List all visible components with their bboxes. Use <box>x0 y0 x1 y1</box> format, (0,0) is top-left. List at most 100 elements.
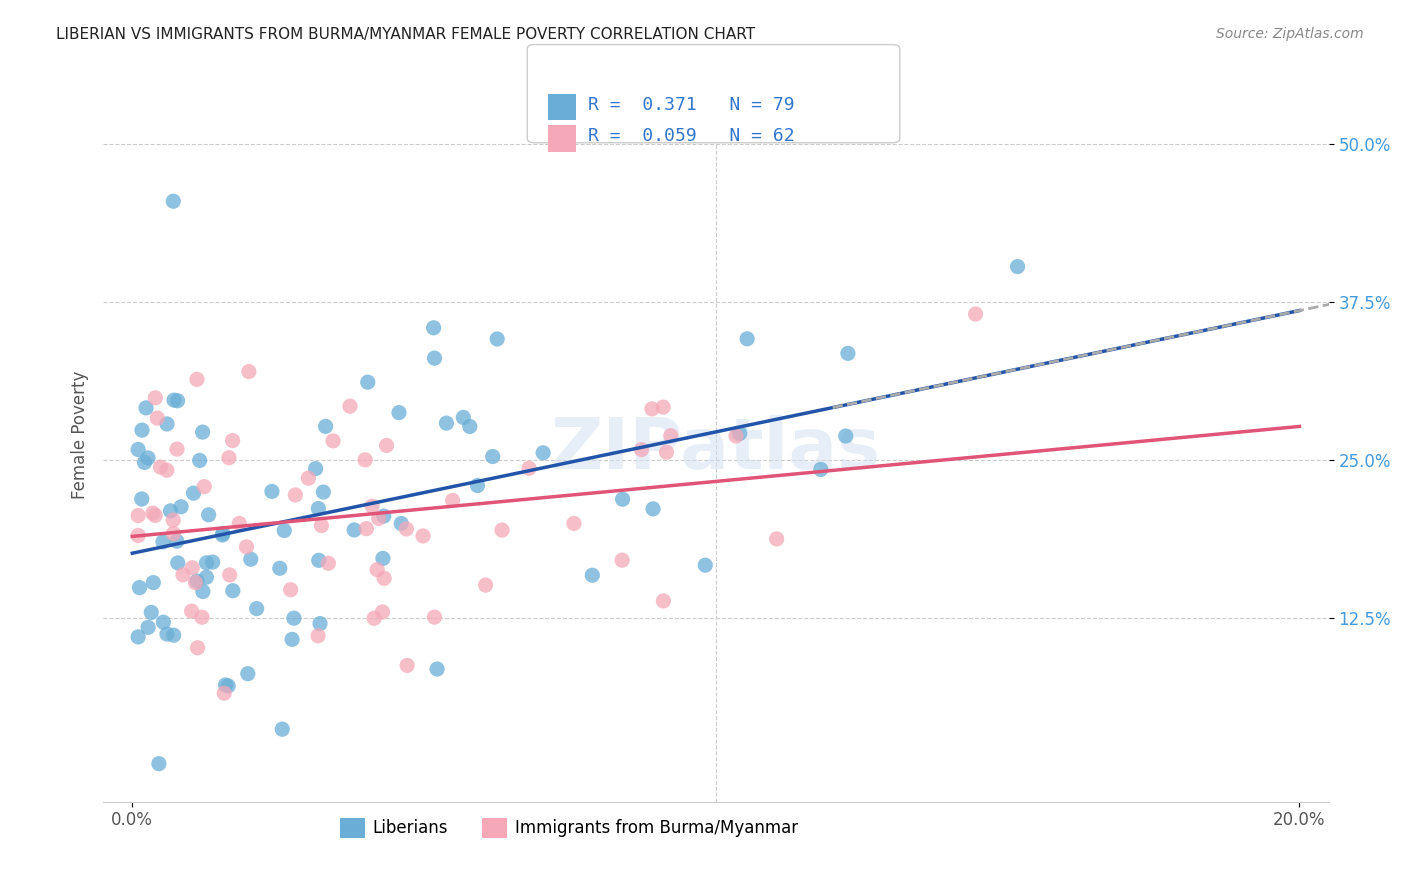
Liberians <box>271 722 294 736</box>
Immigrants from Burma/Myanmar <box>412 529 434 543</box>
Immigrants from Burma/Myanmar <box>366 563 388 577</box>
Liberians <box>212 526 235 541</box>
Immigrants from Burma/Myanmar <box>724 429 747 443</box>
Immigrants from Burma/Myanmar <box>284 488 307 502</box>
Immigrants from Burma/Myanmar <box>218 568 240 582</box>
Immigrants from Burma/Myanmar <box>630 442 652 457</box>
Liberians <box>152 535 174 549</box>
Liberians <box>211 528 233 542</box>
Liberians <box>128 581 150 595</box>
Liberians <box>373 509 395 524</box>
Liberians <box>156 417 179 431</box>
Immigrants from Burma/Myanmar <box>172 567 194 582</box>
Liberians <box>166 534 188 549</box>
Liberians <box>236 666 259 681</box>
Liberians <box>453 410 475 425</box>
Immigrants from Burma/Myanmar <box>474 578 496 592</box>
Immigrants from Burma/Myanmar <box>311 518 333 533</box>
Liberians <box>163 628 186 642</box>
Immigrants from Burma/Myanmar <box>162 513 184 527</box>
Liberians <box>389 516 412 531</box>
Liberians <box>343 523 366 537</box>
Liberians <box>260 484 283 499</box>
Immigrants from Burma/Myanmar <box>180 604 202 618</box>
Liberians <box>127 630 149 644</box>
Immigrants from Burma/Myanmar <box>652 594 675 608</box>
Immigrants from Burma/Myanmar <box>238 365 260 379</box>
Immigrants from Burma/Myanmar <box>143 508 166 523</box>
Liberians <box>315 419 337 434</box>
Liberians <box>531 446 554 460</box>
Liberians <box>458 419 481 434</box>
Immigrants from Burma/Myanmar <box>373 571 395 585</box>
Immigrants from Burma/Myanmar <box>149 460 172 475</box>
Liberians <box>195 556 218 570</box>
Immigrants from Burma/Myanmar <box>166 442 188 457</box>
Immigrants from Burma/Myanmar <box>517 461 540 475</box>
Liberians <box>191 425 214 439</box>
Immigrants from Burma/Myanmar <box>193 480 215 494</box>
Immigrants from Burma/Myanmar <box>280 582 302 597</box>
Text: R =  0.371   N = 79: R = 0.371 N = 79 <box>588 96 794 114</box>
Immigrants from Burma/Myanmar <box>228 516 250 531</box>
Liberians <box>281 632 304 647</box>
Liberians <box>136 620 159 634</box>
Immigrants from Burma/Myanmar <box>361 499 384 513</box>
Immigrants from Burma/Myanmar <box>186 372 208 386</box>
Immigrants from Burma/Myanmar <box>318 556 340 570</box>
Liberians <box>214 678 236 692</box>
Liberians <box>273 524 295 538</box>
Liberians <box>304 461 326 475</box>
Immigrants from Burma/Myanmar <box>235 540 257 554</box>
Immigrants from Burma/Myanmar <box>659 428 682 442</box>
Immigrants from Burma/Myanmar <box>562 516 585 531</box>
Liberians <box>1007 260 1029 274</box>
Liberians <box>357 375 380 389</box>
Y-axis label: Female Poverty: Female Poverty <box>72 371 89 500</box>
Immigrants from Burma/Myanmar <box>191 610 214 624</box>
Liberians <box>188 453 211 467</box>
Liberians <box>735 332 758 346</box>
Liberians <box>156 627 179 641</box>
Legend: Liberians, Immigrants from Burma/Myanmar: Liberians, Immigrants from Burma/Myanmar <box>333 811 804 845</box>
Text: R =  0.059   N = 62: R = 0.059 N = 62 <box>588 128 794 145</box>
Liberians <box>728 426 751 441</box>
Immigrants from Burma/Myanmar <box>363 611 385 625</box>
Liberians <box>170 500 193 514</box>
Liberians <box>371 551 394 566</box>
Immigrants from Burma/Myanmar <box>162 526 184 541</box>
Liberians <box>142 575 165 590</box>
Immigrants from Burma/Myanmar <box>146 411 169 425</box>
Immigrants from Burma/Myanmar <box>491 523 513 537</box>
Immigrants from Burma/Myanmar <box>142 506 165 520</box>
Immigrants from Burma/Myanmar <box>143 391 166 405</box>
Liberians <box>217 679 239 693</box>
Immigrants from Burma/Myanmar <box>371 605 394 619</box>
Liberians <box>612 492 634 507</box>
Immigrants from Burma/Myanmar <box>354 453 377 467</box>
Immigrants from Burma/Myanmar <box>181 560 204 574</box>
Liberians <box>423 351 446 366</box>
Liberians <box>436 416 458 430</box>
Liberians <box>641 501 664 516</box>
Text: LIBERIAN VS IMMIGRANTS FROM BURMA/MYANMAR FEMALE POVERTY CORRELATION CHART: LIBERIAN VS IMMIGRANTS FROM BURMA/MYANMA… <box>56 27 755 42</box>
Liberians <box>141 606 163 620</box>
Liberians <box>134 455 156 469</box>
Liberians <box>183 486 205 500</box>
Immigrants from Burma/Myanmar <box>610 553 633 567</box>
Liberians <box>136 450 159 465</box>
Liberians <box>835 429 858 443</box>
Liberians <box>135 401 157 415</box>
Liberians <box>191 584 214 599</box>
Immigrants from Burma/Myanmar <box>218 450 240 465</box>
Liberians <box>269 561 291 575</box>
Immigrants from Burma/Myanmar <box>765 532 787 546</box>
Liberians <box>131 423 153 437</box>
Immigrants from Burma/Myanmar <box>652 400 675 414</box>
Liberians <box>309 616 332 631</box>
Liberians <box>131 491 153 506</box>
Immigrants from Burma/Myanmar <box>441 493 464 508</box>
Liberians <box>186 574 208 588</box>
Liberians <box>307 501 329 516</box>
Liberians <box>467 478 489 492</box>
